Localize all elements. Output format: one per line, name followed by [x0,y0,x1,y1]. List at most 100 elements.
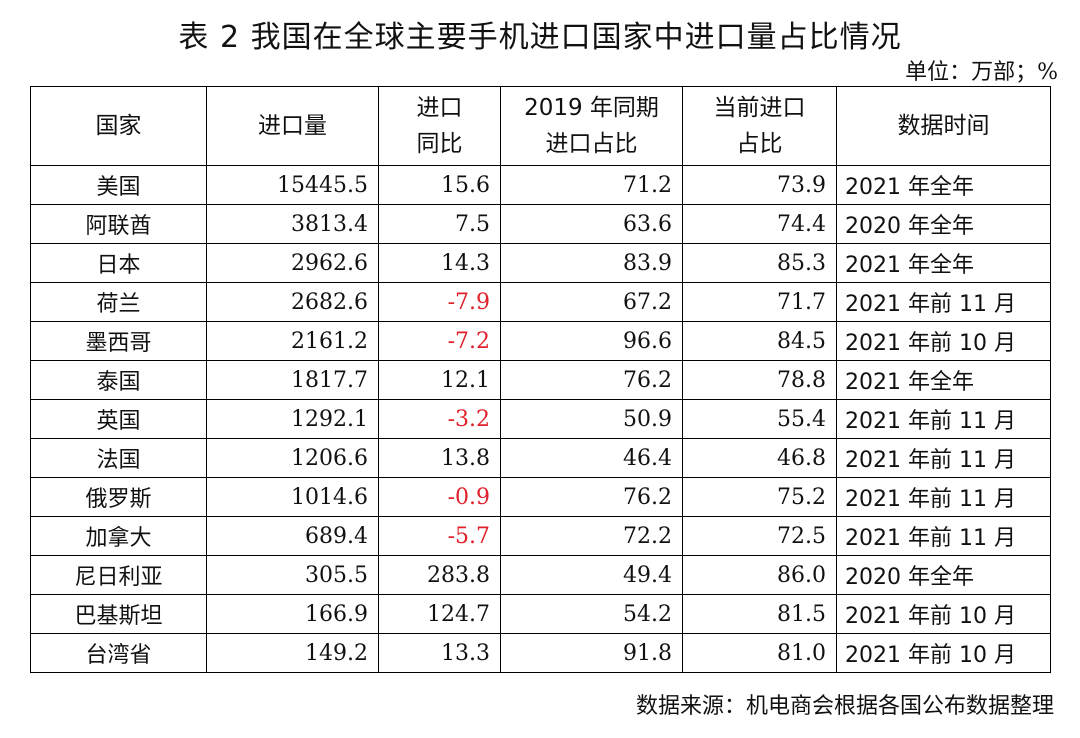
cell-yoy: 124.7 [378,594,501,634]
cell-share-now: 46.8 [682,438,837,478]
cell-country: 墨西哥 [30,321,207,361]
source-note: 数据来源：机电商会根据各国公布数据整理 [635,694,1054,719]
cell-share-2019: 49.4 [500,555,683,595]
cell-period: 2021 年前 11 月 [836,516,1051,556]
cell-share-2019: 54.2 [500,594,683,634]
cell-yoy: -7.2 [378,321,501,361]
table-row: 加拿大 689.4 -5.7 72.2 72.5 2021 年前 11 月 [30,516,1051,556]
cell-country: 俄罗斯 [30,477,207,517]
cell-period: 2021 年前 11 月 [836,477,1051,517]
cell-volume: 2161.2 [206,321,379,361]
cell-share-2019: 96.6 [500,321,683,361]
cell-country: 英国 [30,399,207,439]
cell-country: 日本 [30,243,207,283]
cell-share-now: 78.8 [682,360,837,400]
table-row: 尼日利亚 305.5 283.8 49.4 86.0 2020 年全年 [30,555,1051,595]
cell-share-2019: 76.2 [500,360,683,400]
cell-period: 2021 年前 10 月 [836,633,1051,673]
table-row: 美国 15445.5 15.6 71.2 73.9 2021 年全年 [30,165,1051,205]
table-row: 法国 1206.6 13.8 46.4 46.8 2021 年前 11 月 [30,438,1051,478]
cell-period: 2021 年前 10 月 [836,321,1051,361]
cell-volume: 689.4 [206,516,379,556]
header-share-2019: 2019 年同期 进口占比 [500,86,683,166]
cell-country: 加拿大 [30,516,207,556]
cell-share-now: 81.5 [682,594,837,634]
header-share-now: 当前进口 占比 [682,86,837,166]
table-row: 巴基斯坦 166.9 124.7 54.2 81.5 2021 年前 10 月 [30,594,1051,634]
cell-period: 2021 年前 11 月 [836,399,1051,439]
cell-volume: 305.5 [206,555,379,595]
table-title: 表 2 我国在全球主要手机进口国家中进口量占比情况 [178,20,902,55]
cell-share-now: 84.5 [682,321,837,361]
table-row: 泰国 1817.7 12.1 76.2 78.8 2021 年全年 [30,360,1051,400]
cell-volume: 3813.4 [206,204,379,244]
header-country: 国家 [30,86,207,166]
cell-volume: 15445.5 [206,165,379,205]
cell-volume: 166.9 [206,594,379,634]
cell-share-2019: 91.8 [500,633,683,673]
header-volume: 进口量 [206,86,379,166]
cell-share-now: 55.4 [682,399,837,439]
table-row: 俄罗斯 1014.6 -0.9 76.2 75.2 2021 年前 11 月 [30,477,1051,517]
cell-period: 2021 年全年 [836,243,1051,283]
cell-period: 2021 年前 10 月 [836,594,1051,634]
cell-volume: 1206.6 [206,438,379,478]
cell-share-2019: 63.6 [500,204,683,244]
header-period: 数据时间 [836,86,1051,166]
cell-country: 法国 [30,438,207,478]
table-row: 台湾省 149.2 13.3 91.8 81.0 2021 年前 10 月 [30,633,1051,673]
cell-yoy: -3.2 [378,399,501,439]
cell-share-2019: 67.2 [500,282,683,322]
unit-label: 单位：万部；% [905,60,1058,85]
cell-share-2019: 83.9 [500,243,683,283]
cell-share-2019: 50.9 [500,399,683,439]
cell-period: 2021 年全年 [836,165,1051,205]
cell-share-now: 72.5 [682,516,837,556]
cell-share-2019: 72.2 [500,516,683,556]
cell-volume: 2682.6 [206,282,379,322]
cell-share-2019: 71.2 [500,165,683,205]
cell-period: 2021 年前 11 月 [836,438,1051,478]
cell-share-now: 81.0 [682,633,837,673]
cell-yoy: 12.1 [378,360,501,400]
cell-volume: 1014.6 [206,477,379,517]
cell-yoy: -0.9 [378,477,501,517]
table-row: 墨西哥 2161.2 -7.2 96.6 84.5 2021 年前 10 月 [30,321,1051,361]
cell-country: 泰国 [30,360,207,400]
cell-country: 阿联酋 [30,204,207,244]
cell-share-2019: 46.4 [500,438,683,478]
cell-share-now: 85.3 [682,243,837,283]
cell-share-now: 73.9 [682,165,837,205]
cell-country: 台湾省 [30,633,207,673]
table-row: 阿联酋 3813.4 7.5 63.6 74.4 2020 年全年 [30,204,1051,244]
cell-yoy: 13.8 [378,438,501,478]
cell-period: 2020 年全年 [836,555,1051,595]
cell-yoy: 15.6 [378,165,501,205]
cell-volume: 1292.1 [206,399,379,439]
header-yoy: 进口 同比 [378,86,501,166]
cell-yoy: 13.3 [378,633,501,673]
table-row: 日本 2962.6 14.3 83.9 85.3 2021 年全年 [30,243,1051,283]
cell-volume: 1817.7 [206,360,379,400]
cell-share-2019: 76.2 [500,477,683,517]
cell-yoy: 7.5 [378,204,501,244]
cell-period: 2021 年前 11 月 [836,282,1051,322]
cell-country: 荷兰 [30,282,207,322]
cell-period: 2020 年全年 [836,204,1051,244]
cell-volume: 149.2 [206,633,379,673]
cell-share-now: 71.7 [682,282,837,322]
cell-country: 美国 [30,165,207,205]
import-share-table: 国家 进口量 进口 同比 2019 年同期 进口占比 当前进口 占比 数据时间 美国 1… [30,86,1051,673]
cell-share-now: 86.0 [682,555,837,595]
cell-share-now: 75.2 [682,477,837,517]
header-row: 国家 进口量 进口 同比 2019 年同期 进口占比 当前进口 占比 数据时间 [30,86,1051,166]
table-row: 英国 1292.1 -3.2 50.9 55.4 2021 年前 11 月 [30,399,1051,439]
cell-share-now: 74.4 [682,204,837,244]
cell-volume: 2962.6 [206,243,379,283]
cell-period: 2021 年全年 [836,360,1051,400]
cell-yoy: -5.7 [378,516,501,556]
cell-country: 尼日利亚 [30,555,207,595]
cell-country: 巴基斯坦 [30,594,207,634]
cell-yoy: 14.3 [378,243,501,283]
table-row: 荷兰 2682.6 -7.9 67.2 71.7 2021 年前 11 月 [30,282,1051,322]
